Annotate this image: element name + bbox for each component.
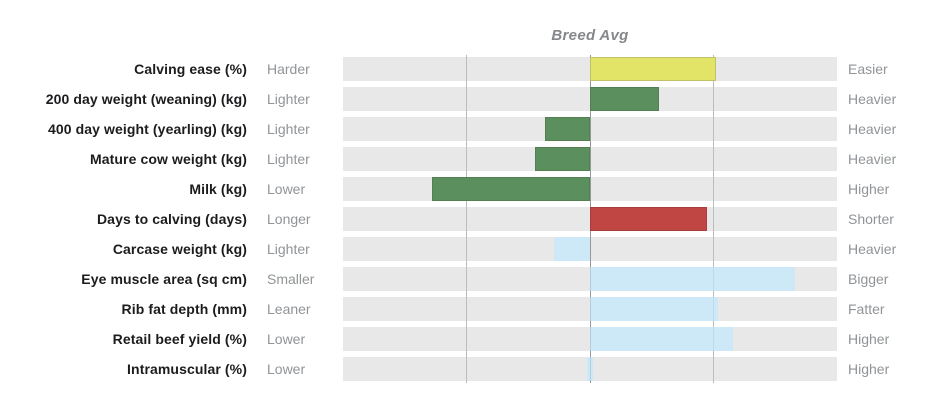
trait-label: 200 day weight (weaning) (kg) [45, 91, 247, 107]
trait-row: Milk (kg) Lower Higher [0, 177, 931, 201]
low-qualifier: Lighter [267, 151, 310, 167]
bar-track [343, 357, 837, 381]
bar [590, 57, 716, 81]
bar-track [343, 297, 837, 321]
low-qualifier: Lower [267, 361, 306, 377]
trait-row: 400 day weight (yearling) (kg) Lighter H… [0, 117, 931, 141]
high-qualifier: Higher [848, 181, 890, 197]
trait-label: Carcase weight (kg) [112, 241, 247, 257]
high-qualifier: Heavier [848, 151, 897, 167]
bar [590, 87, 660, 111]
trait-row: Mature cow weight (kg) Lighter Heavier [0, 147, 931, 171]
trait-label: Calving ease (%) [134, 61, 247, 77]
low-qualifier: Lower [267, 331, 306, 347]
low-qualifier: Smaller [267, 271, 315, 287]
trait-row: Rib fat depth (mm) Leaner Fatter [0, 297, 931, 321]
high-qualifier: Higher [848, 361, 890, 377]
bar-track [343, 177, 837, 201]
high-qualifier: Higher [848, 331, 890, 347]
trait-label: Milk (kg) [189, 181, 247, 197]
high-qualifier: Heavier [848, 241, 897, 257]
low-qualifier: Longer [267, 211, 311, 227]
trait-label: 400 day weight (yearling) (kg) [47, 121, 247, 137]
trait-label: Eye muscle area (sq cm) [81, 271, 247, 287]
chart-area: Calving ease (%) Harder Easier 200 day w… [0, 55, 931, 387]
trait-label: Retail beef yield (%) [112, 331, 247, 347]
bar-track [343, 207, 837, 231]
bar-track [343, 57, 837, 81]
high-qualifier: Bigger [848, 271, 889, 287]
trait-label: Days to calving (days) [96, 211, 247, 227]
trait-row: Days to calving (days) Longer Shorter [0, 207, 931, 231]
trait-label: Intramuscular (%) [127, 361, 247, 377]
bar [535, 147, 590, 171]
low-qualifier: Lighter [267, 241, 310, 257]
bar [545, 117, 590, 141]
trait-row: Carcase weight (kg) Lighter Heavier [0, 237, 931, 261]
bar [431, 177, 590, 201]
low-qualifier: Lighter [267, 121, 310, 137]
high-qualifier: Heavier [848, 121, 897, 137]
breed-avg-label: Breed Avg [551, 27, 629, 44]
bar-track [343, 147, 837, 171]
trait-row: Eye muscle area (sq cm) Smaller Bigger [0, 267, 931, 291]
trait-row: 200 day weight (weaning) (kg) Lighter He… [0, 87, 931, 111]
bar-track [343, 267, 837, 291]
high-qualifier: Fatter [848, 301, 885, 317]
bar [590, 297, 718, 321]
high-qualifier: Shorter [848, 211, 894, 227]
bar-track [343, 117, 837, 141]
high-qualifier: Easier [848, 61, 888, 77]
bar-track [343, 237, 837, 261]
bar [590, 207, 708, 231]
bar [553, 237, 590, 261]
low-qualifier: Lighter [267, 91, 310, 107]
trait-label: Mature cow weight (kg) [90, 151, 247, 167]
low-qualifier: Leaner [267, 301, 311, 317]
bar-track [343, 87, 837, 111]
chart-rows: Calving ease (%) Harder Easier 200 day w… [0, 57, 931, 381]
high-qualifier: Heavier [848, 91, 897, 107]
bar [587, 357, 593, 381]
bar [590, 327, 733, 351]
trait-row: Calving ease (%) Harder Easier [0, 57, 931, 81]
low-qualifier: Lower [267, 181, 306, 197]
low-qualifier: Harder [267, 61, 310, 77]
trait-row: Intramuscular (%) Lower Higher [0, 357, 931, 381]
trait-label: Rib fat depth (mm) [121, 301, 247, 317]
trait-row: Retail beef yield (%) Lower Higher [0, 327, 931, 351]
bar-track [343, 327, 837, 351]
bar [590, 267, 795, 291]
